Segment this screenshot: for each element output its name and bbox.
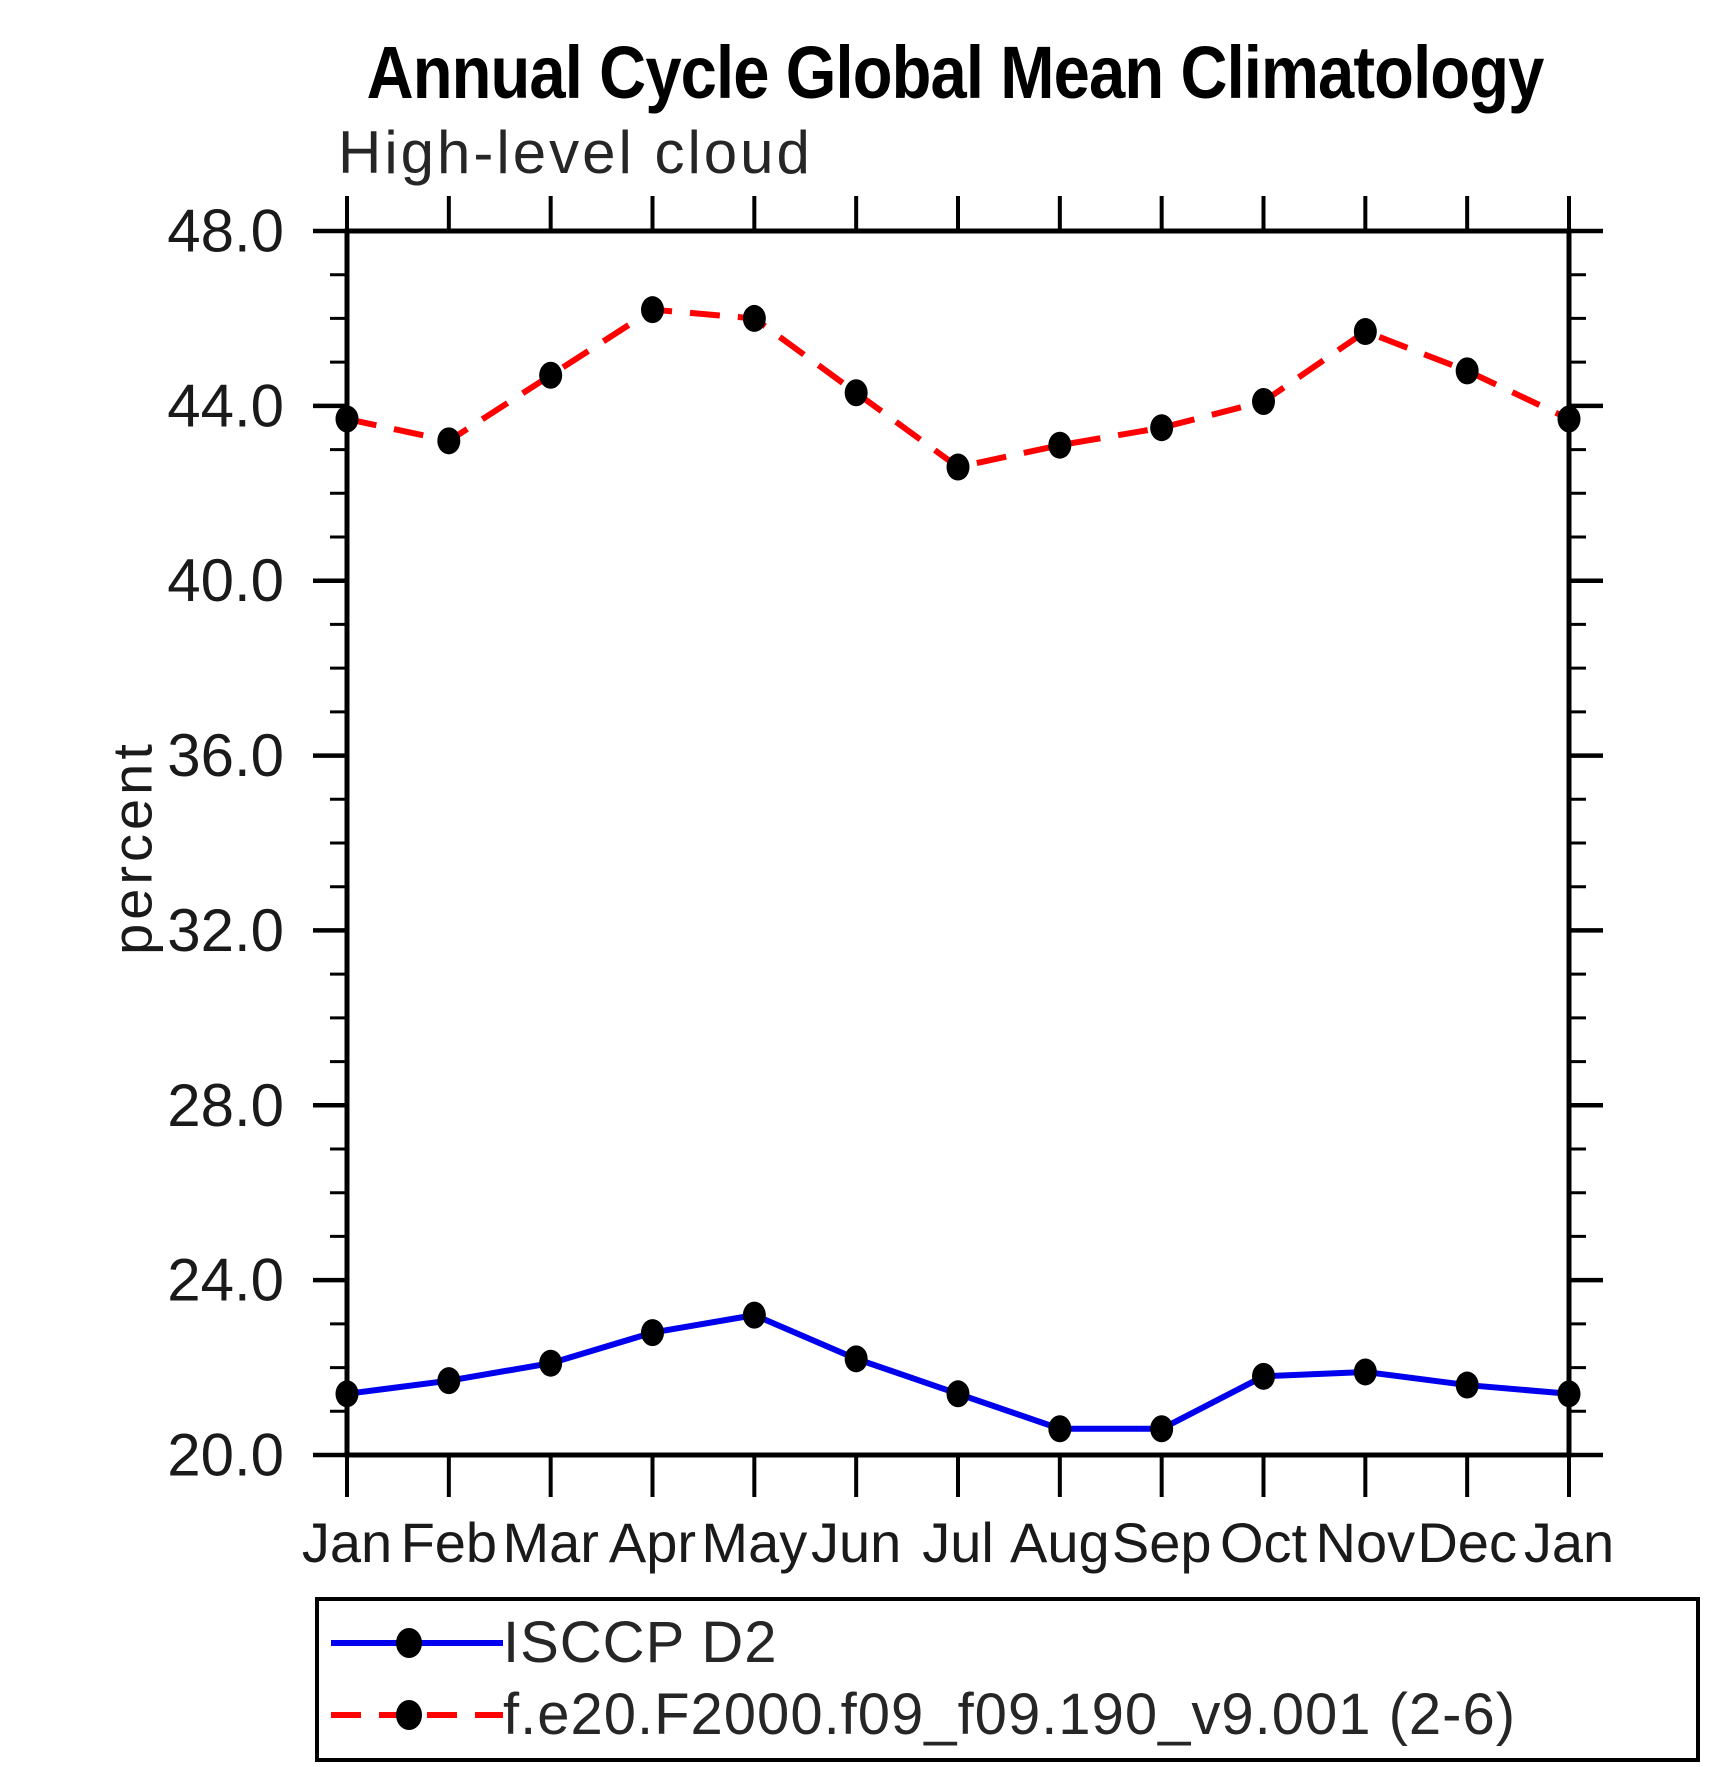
y-tick-label: 44.0 xyxy=(167,372,284,439)
data-point-marker-0 xyxy=(1252,1362,1275,1390)
legend-label-isccp-d2: ISCCP D2 xyxy=(503,1610,778,1675)
data-point-marker-0 xyxy=(1455,1371,1479,1399)
series-line-1 xyxy=(346,306,1571,471)
plot-box xyxy=(344,228,1572,1458)
data-point-marker-1 xyxy=(539,361,563,389)
x-tick-label: Feb xyxy=(401,1511,498,1574)
data-point-marker-1 xyxy=(742,304,766,332)
data-point-marker-0 xyxy=(1557,1380,1581,1408)
data-point-marker-0 xyxy=(844,1345,868,1373)
legend-item-model-run: f.e20.F2000.f09_f09.190_v9.001 (2-6) xyxy=(331,1682,1517,1747)
data-point-marker-0 xyxy=(1353,1358,1377,1386)
data-point-marker-1 xyxy=(1048,431,1072,459)
legend-swatch-isccp-d2 xyxy=(331,1628,503,1658)
legend-marker-dot xyxy=(396,1700,422,1730)
legend-item-isccp-d2: ISCCP D2 xyxy=(331,1610,778,1675)
series-line-0 xyxy=(346,1312,1570,1432)
x-tick-label: Dec xyxy=(1417,1511,1517,1574)
x-tick-label: Nov xyxy=(1316,1511,1416,1574)
data-point-marker-0 xyxy=(1150,1415,1174,1443)
legend-swatch-model-run xyxy=(331,1700,503,1730)
data-point-marker-1 xyxy=(844,379,868,407)
y-tick-label: 36.0 xyxy=(167,722,284,789)
data-point-marker-1 xyxy=(1557,405,1581,433)
y-tick-label: 40.0 xyxy=(167,547,284,614)
data-point-marker-0 xyxy=(946,1380,970,1408)
x-tick-label: Jul xyxy=(922,1511,994,1574)
data-point-marker-1 xyxy=(641,296,664,324)
data-point-marker-1 xyxy=(437,427,461,455)
y-tick-label: 28.0 xyxy=(167,1072,284,1139)
data-point-marker-0 xyxy=(335,1380,359,1408)
data-point-marker-1 xyxy=(335,405,359,433)
data-point-marker-0 xyxy=(1048,1415,1072,1443)
y-tick-label: 24.0 xyxy=(167,1247,284,1314)
y-tick-label: 48.0 xyxy=(167,198,284,265)
data-point-marker-1 xyxy=(946,453,970,481)
x-tick-label: Mar xyxy=(502,1511,598,1574)
data-point-marker-0 xyxy=(641,1319,664,1347)
y-tick-label: 20.0 xyxy=(167,1422,284,1489)
x-tick-label: May xyxy=(701,1511,807,1574)
x-tick-label: Oct xyxy=(1220,1511,1308,1574)
data-point-marker-1 xyxy=(1252,387,1275,415)
x-tick-label: Jun xyxy=(811,1511,901,1574)
data-point-marker-0 xyxy=(742,1301,766,1329)
legend: ISCCP D2 f.e20.F2000.f09_f09.190_v9.001 … xyxy=(315,1597,1700,1762)
x-tick-label: Apr xyxy=(609,1511,696,1574)
legend-marker-dot xyxy=(396,1628,422,1658)
data-point-marker-1 xyxy=(1455,357,1479,385)
x-tick-label: Sep xyxy=(1112,1511,1212,1574)
chart-subtitle: High-level cloud xyxy=(338,119,813,186)
legend-label-model-run: f.e20.F2000.f09_f09.190_v9.001 (2-6) xyxy=(503,1682,1517,1747)
data-point-marker-1 xyxy=(1353,318,1377,346)
x-tick-label: Jan xyxy=(1524,1511,1614,1574)
data-point-marker-0 xyxy=(437,1367,461,1395)
x-tick-label: Aug xyxy=(1010,1511,1110,1574)
data-point-marker-1 xyxy=(1150,414,1174,442)
chart-title: Annual Cycle Global Mean Climatology xyxy=(366,31,1545,114)
y-tick-label: 32.0 xyxy=(167,897,284,964)
data-point-marker-0 xyxy=(539,1349,563,1377)
x-tick-label: Jan xyxy=(302,1511,392,1574)
